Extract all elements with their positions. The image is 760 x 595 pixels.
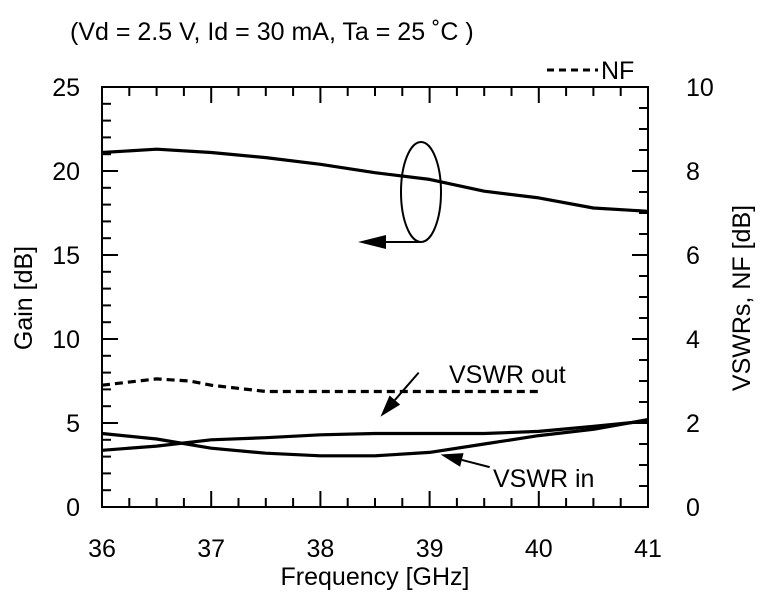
annotations: VSWR out VSWR in (380, 361, 594, 493)
series-vswr_in (101, 418, 649, 458)
y-right-tick-label: 6 (686, 242, 700, 270)
series-gain (101, 147, 649, 213)
y-left-tick-label: 15 (52, 242, 80, 270)
y-axis-label-left: Gain [dB] (10, 246, 38, 350)
y-left-tick-label: 0 (66, 494, 80, 522)
x-tick-label: 36 (88, 535, 116, 563)
y-left-tick-label: 5 (66, 410, 80, 438)
chart-subtitle: (Vd = 2.5 V, Id = 30 mA, Ta = 25 ˚C ) (70, 18, 474, 46)
gain-axis-indicator (358, 141, 442, 249)
rotation-loop (400, 141, 442, 243)
annotation-arrow-head (380, 395, 401, 417)
series-nf (101, 377, 539, 394)
annotation-label: VSWR out (449, 361, 566, 389)
y-axis-label-right: VSWRs, NF [dB] (728, 205, 756, 391)
annotation-arrow-head (440, 453, 464, 467)
x-tick-label: 38 (306, 535, 334, 563)
y-left-tick-label: 10 (52, 326, 80, 354)
y-left-tick-label: 20 (52, 158, 80, 186)
legend: NF (547, 57, 634, 85)
y-right-tick-label: 2 (686, 410, 700, 438)
x-axis-label: Frequency [GHz] (281, 563, 470, 591)
y-right-tick-label: 4 (686, 326, 700, 354)
gain-axis-arrow-head (358, 235, 386, 249)
x-tick-label: 40 (525, 535, 553, 563)
annotation-label: VSWR in (493, 465, 594, 493)
y-right-tick-label: 10 (686, 74, 714, 102)
axis-tick-labels: 36 37 38 39 40 41 0 5 10 15 20 25 0 2 4 6 8 10 (52, 74, 714, 563)
x-tick-label: 39 (416, 535, 444, 563)
legend-nf-label: NF (601, 57, 634, 85)
annotation-arrow-line (394, 371, 420, 401)
series-lines (101, 147, 649, 458)
y-right-tick-label: 8 (686, 158, 700, 186)
y-right-tick-label: 0 (686, 494, 700, 522)
annotation-arrow-line (461, 458, 490, 469)
series-vswr_out (101, 419, 649, 452)
y-left-tick-label: 25 (52, 74, 80, 102)
x-tick-label: 41 (634, 535, 662, 563)
x-tick-label: 37 (197, 535, 225, 563)
